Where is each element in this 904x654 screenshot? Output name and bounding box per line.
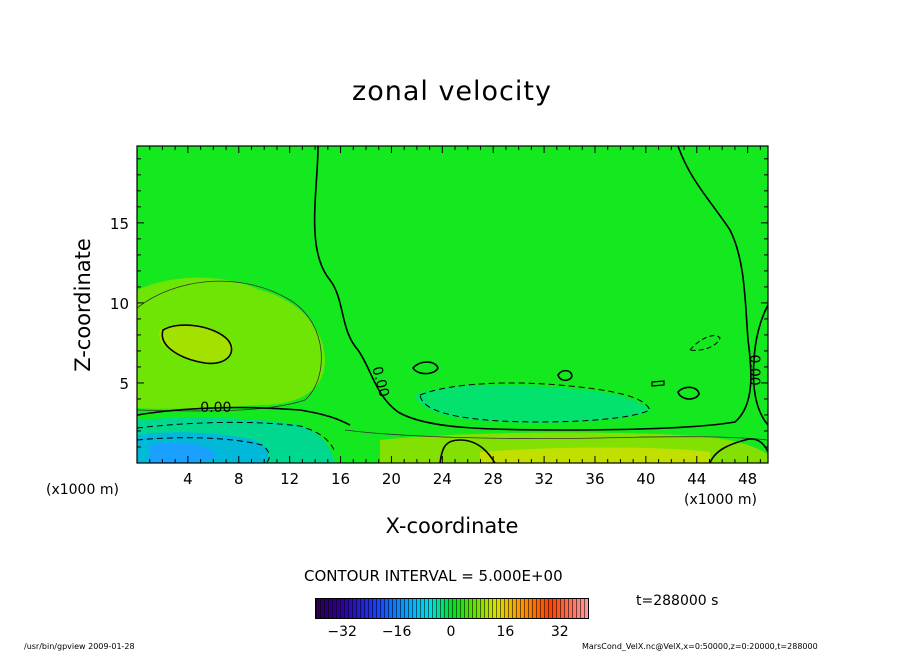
contour-zero-central: [313, 146, 752, 431]
time-label: t=288000 s: [636, 593, 719, 609]
field-region-max-bottom: [480, 447, 710, 463]
x-tick-label: 44: [687, 470, 706, 488]
contour-interval-label: CONTOUR INTERVAL = 5.000E+00: [304, 567, 563, 585]
contour-labels: 0.00 0.00 0.00: [200, 355, 762, 416]
colorbar-tick-label: 32: [550, 624, 569, 640]
footer-source: MarsCond_VelX.nc@VelX,x=0:50000,z=0:2000…: [582, 642, 818, 651]
contour-zero-left-closed: [161, 324, 233, 365]
contour-zero-bottom-right: [709, 438, 768, 463]
y-tick-label: 10: [110, 295, 129, 313]
field-region-min: [150, 442, 216, 463]
contour-thin-left: [137, 280, 322, 412]
x-tick-label: 20: [382, 470, 401, 488]
contour-dashed-left-1: [137, 421, 336, 453]
field-region-max-left: [159, 323, 234, 363]
colorbar: [315, 598, 589, 619]
contour-dashed-left-2: [137, 437, 270, 463]
x-tick-label: 28: [484, 470, 503, 488]
y-tick-label: 5: [119, 375, 129, 393]
colorbar-tick-label: 16: [496, 624, 515, 640]
plot-frame: [136, 145, 769, 464]
x-tick-label: 16: [331, 470, 350, 488]
contour-zero-right-edge: [752, 304, 768, 426]
y-axis-label: Z-coordinate: [71, 238, 95, 372]
contour-dashed-small-right: [689, 335, 721, 351]
x-tick-label: 48: [738, 470, 757, 488]
contour-thin-bottom: [344, 429, 768, 441]
x-tick-label: 24: [433, 470, 452, 488]
colorbar-tick-label: 0: [446, 624, 456, 640]
colorbar-tick-label: −32: [327, 624, 357, 640]
x-unit-label-left: (x1000 m): [46, 482, 119, 498]
x-tick-label: 32: [535, 470, 554, 488]
x-unit-label-right: (x1000 m): [684, 492, 757, 508]
x-tick-label: 4: [183, 470, 193, 488]
x-tick-label: 40: [636, 470, 655, 488]
contour-small-loop-2: [557, 369, 573, 382]
x-tick-label: 12: [280, 470, 299, 488]
contour-small-loop-3: [677, 386, 700, 400]
contour-label: 0.00: [200, 400, 231, 416]
colorbar-tick-label: −16: [381, 624, 412, 640]
footer-command: /usr/bin/gpview 2009-01-28: [24, 642, 135, 651]
x-tick-label: 8: [234, 470, 244, 488]
contour-label: 0.00: [746, 355, 762, 386]
contour-label: 0.00: [368, 365, 392, 399]
y-tick-label: 15: [110, 215, 129, 233]
contour-small-loop-1: [412, 361, 439, 375]
x-tick-label: 36: [585, 470, 604, 488]
field-region-negative-mid: [415, 384, 650, 423]
contour-dashed-mid: [419, 382, 651, 423]
contour-zero-low: [137, 406, 351, 426]
x-axis-label: X-coordinate: [385, 514, 519, 538]
contour-zero-bottom-center: [439, 439, 496, 463]
chart-title: zonal velocity: [352, 76, 552, 107]
contour-small-loop-4: [651, 380, 665, 387]
